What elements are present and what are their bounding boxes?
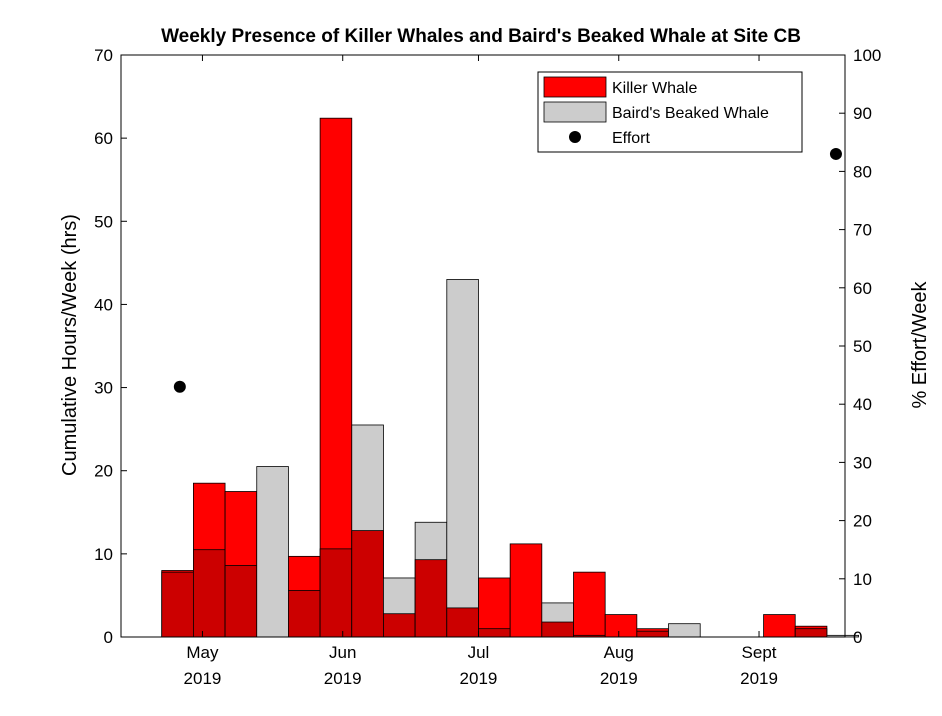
overlap-bar-2019-07-01 bbox=[478, 628, 511, 638]
right-tick-label: 0 bbox=[853, 628, 862, 647]
x-tick-label-year: 2019 bbox=[600, 669, 638, 688]
x-tick-label-month: Aug bbox=[604, 643, 634, 662]
x-tick-label-month: May bbox=[186, 643, 219, 662]
right-tick-label: 20 bbox=[853, 512, 872, 531]
x-tick-label-month: Jun bbox=[329, 643, 356, 662]
left-tick-label: 30 bbox=[94, 379, 113, 398]
overlap-bar-2019-05-06 bbox=[224, 565, 258, 638]
x-tick-label-year: 2019 bbox=[324, 669, 362, 688]
bairds-beaked-whale-bar-2019-05-13 bbox=[256, 466, 289, 638]
right-axis-ticks: 0 10 20 30 40 50 60 70 80 90 100 bbox=[839, 46, 881, 647]
right-tick-label: 70 bbox=[853, 221, 872, 240]
overlap-bar-2019-06-03 bbox=[351, 530, 384, 638]
y-axis-label-right: % Effort/Week bbox=[909, 280, 931, 408]
overlap-bar-2019-08-05 bbox=[636, 630, 669, 638]
legend-label: Killer Whale bbox=[612, 80, 697, 97]
x-tick-label-month: Sept bbox=[742, 643, 777, 662]
x-tick-label-year: 2019 bbox=[740, 669, 778, 688]
effort-point bbox=[829, 147, 842, 160]
right-tick-label: 40 bbox=[853, 395, 872, 414]
legend-label: Effort bbox=[612, 130, 651, 147]
overlap-bar-2019-06-24 bbox=[446, 607, 479, 638]
right-tick-label: 90 bbox=[853, 104, 872, 123]
overlap-bar-2019-04-22 bbox=[161, 571, 194, 638]
overlap-bar-2019-05-27 bbox=[319, 548, 353, 638]
left-tick-label: 10 bbox=[94, 545, 113, 564]
right-tick-label: 100 bbox=[853, 46, 881, 65]
legend-label: Baird's Beaked Whale bbox=[612, 105, 769, 122]
left-tick-label: 60 bbox=[94, 129, 113, 148]
overlap-bar-2019-04-29 bbox=[192, 549, 226, 638]
killer-whale-bar-2019-07-08 bbox=[509, 543, 543, 638]
overlap-bar-2019-06-10 bbox=[383, 613, 416, 638]
effort-point bbox=[173, 380, 186, 393]
killer-whale-bar-2019-07-29 bbox=[604, 614, 638, 638]
overlap-bar-2019-07-15 bbox=[541, 621, 574, 638]
left-axis-ticks: 0 10 20 30 40 50 60 70 bbox=[94, 46, 127, 647]
legend: Killer Whale Baird's Beaked Whale Effort bbox=[537, 71, 803, 153]
overlap-bar-2019-09-09 bbox=[794, 628, 828, 638]
bar-layer bbox=[161, 117, 859, 638]
right-tick-label: 50 bbox=[853, 337, 872, 356]
killer-whale-bar-2019-07-22 bbox=[573, 571, 606, 638]
chart-title: Weekly Presence of Killer Whales and Bai… bbox=[161, 26, 801, 47]
left-tick-label: 70 bbox=[94, 46, 113, 65]
legend-marker bbox=[569, 131, 581, 143]
overlap-bar-2019-05-20 bbox=[288, 590, 321, 638]
killer-whale-bar-2019-07-01 bbox=[478, 577, 511, 638]
x-axis-ticks: May 2019 Jun 2019 Jul 2019 Aug 2019 Sept 2019 bbox=[184, 55, 778, 688]
bairds-beaked-whale-bar-2019-06-24 bbox=[446, 279, 479, 638]
legend-swatch bbox=[543, 101, 607, 123]
left-tick-label: 20 bbox=[94, 462, 113, 481]
x-tick-label-year: 2019 bbox=[184, 669, 222, 688]
right-tick-label: 10 bbox=[853, 570, 872, 589]
y-axis-label-left: Cumulative Hours/Week (hrs) bbox=[59, 214, 81, 476]
right-tick-label: 60 bbox=[853, 279, 872, 298]
legend-swatch bbox=[543, 76, 607, 98]
left-tick-label: 40 bbox=[94, 295, 113, 314]
effort-points bbox=[173, 147, 842, 393]
overlap-bar-2019-06-17 bbox=[414, 559, 448, 638]
right-tick-label: 80 bbox=[853, 162, 872, 181]
left-tick-label: 50 bbox=[94, 212, 113, 231]
bairds-beaked-whale-bar-2019-08-12 bbox=[668, 623, 701, 638]
left-tick-label: 0 bbox=[104, 628, 113, 647]
right-tick-label: 30 bbox=[853, 453, 872, 472]
x-tick-label-month: Jul bbox=[468, 643, 490, 662]
killer-whale-bar-2019-09-02 bbox=[763, 614, 796, 638]
x-tick-label-year: 2019 bbox=[460, 669, 498, 688]
